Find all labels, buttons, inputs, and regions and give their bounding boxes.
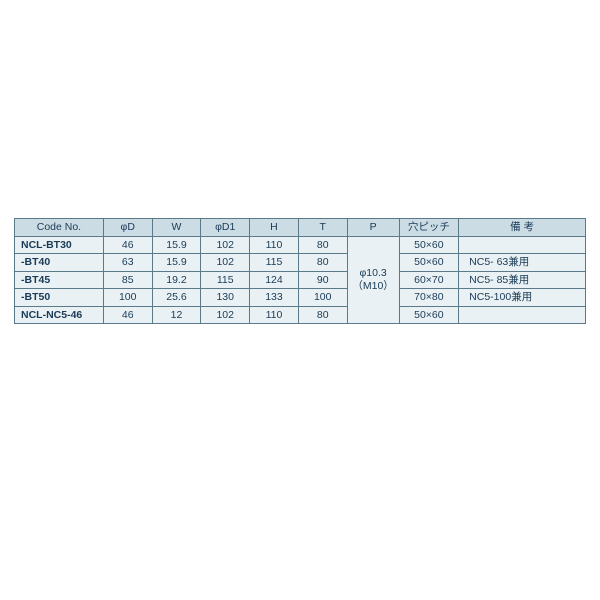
cell-w: 25.6 (152, 289, 201, 307)
cell-d: 46 (103, 236, 152, 254)
cell-code: -BT50 (15, 289, 104, 307)
cell-h: 110 (250, 306, 299, 324)
col-header-pitch: 穴ピッチ (399, 219, 459, 237)
cell-d: 63 (103, 254, 152, 272)
p-value-line1: φ10.3 (359, 267, 386, 279)
header-row: Code No. φD W φD1 H T P 穴ピッチ 備 考 (15, 219, 586, 237)
cell-w: 15.9 (152, 254, 201, 272)
cell-d1: 115 (201, 271, 250, 289)
spec-table: Code No. φD W φD1 H T P 穴ピッチ 備 考 NCL-BT3… (14, 218, 586, 324)
col-header-p: P (347, 219, 399, 237)
cell-d1: 102 (201, 236, 250, 254)
cell-h: 133 (250, 289, 299, 307)
spec-table-container: Code No. φD W φD1 H T P 穴ピッチ 備 考 NCL-BT3… (14, 218, 586, 324)
cell-d1: 102 (201, 306, 250, 324)
cell-note: NC5- 63兼用 (459, 254, 586, 272)
cell-note (459, 236, 586, 254)
col-header-d: φD (103, 219, 152, 237)
cell-t: 80 (298, 306, 347, 324)
cell-t: 90 (298, 271, 347, 289)
table-row: NCL-NC5-46 46 12 102 110 80 50×60 (15, 306, 586, 324)
cell-code: NCL-BT30 (15, 236, 104, 254)
cell-h: 124 (250, 271, 299, 289)
table-row: NCL-BT30 46 15.9 102 110 80 φ10.3 （M10） … (15, 236, 586, 254)
cell-code: -BT45 (15, 271, 104, 289)
col-header-code: Code No. (15, 219, 104, 237)
cell-code: NCL-NC5-46 (15, 306, 104, 324)
cell-d: 100 (103, 289, 152, 307)
cell-w: 12 (152, 306, 201, 324)
cell-t: 80 (298, 236, 347, 254)
cell-d: 46 (103, 306, 152, 324)
cell-pitch: 50×60 (399, 254, 459, 272)
cell-w: 19.2 (152, 271, 201, 289)
cell-note: NC5- 85兼用 (459, 271, 586, 289)
cell-w: 15.9 (152, 236, 201, 254)
cell-d: 85 (103, 271, 152, 289)
col-header-w: W (152, 219, 201, 237)
table-row: -BT40 63 15.9 102 115 80 50×60 NC5- 63兼用 (15, 254, 586, 272)
col-header-note: 備 考 (459, 219, 586, 237)
p-value-line2: （M10） (352, 280, 393, 292)
cell-pitch: 70×80 (399, 289, 459, 307)
cell-pitch: 50×60 (399, 306, 459, 324)
cell-pitch: 50×60 (399, 236, 459, 254)
col-header-d1: φD1 (201, 219, 250, 237)
table-row: -BT45 85 19.2 115 124 90 60×70 NC5- 85兼用 (15, 271, 586, 289)
cell-p-merged: φ10.3 （M10） (347, 236, 399, 324)
cell-note (459, 306, 586, 324)
cell-t: 80 (298, 254, 347, 272)
cell-d1: 130 (201, 289, 250, 307)
cell-d1: 102 (201, 254, 250, 272)
cell-t: 100 (298, 289, 347, 307)
col-header-t: T (298, 219, 347, 237)
cell-h: 110 (250, 236, 299, 254)
cell-h: 115 (250, 254, 299, 272)
col-header-h: H (250, 219, 299, 237)
table-row: -BT50 100 25.6 130 133 100 70×80 NC5-100… (15, 289, 586, 307)
cell-note: NC5-100兼用 (459, 289, 586, 307)
cell-pitch: 60×70 (399, 271, 459, 289)
cell-code: -BT40 (15, 254, 104, 272)
